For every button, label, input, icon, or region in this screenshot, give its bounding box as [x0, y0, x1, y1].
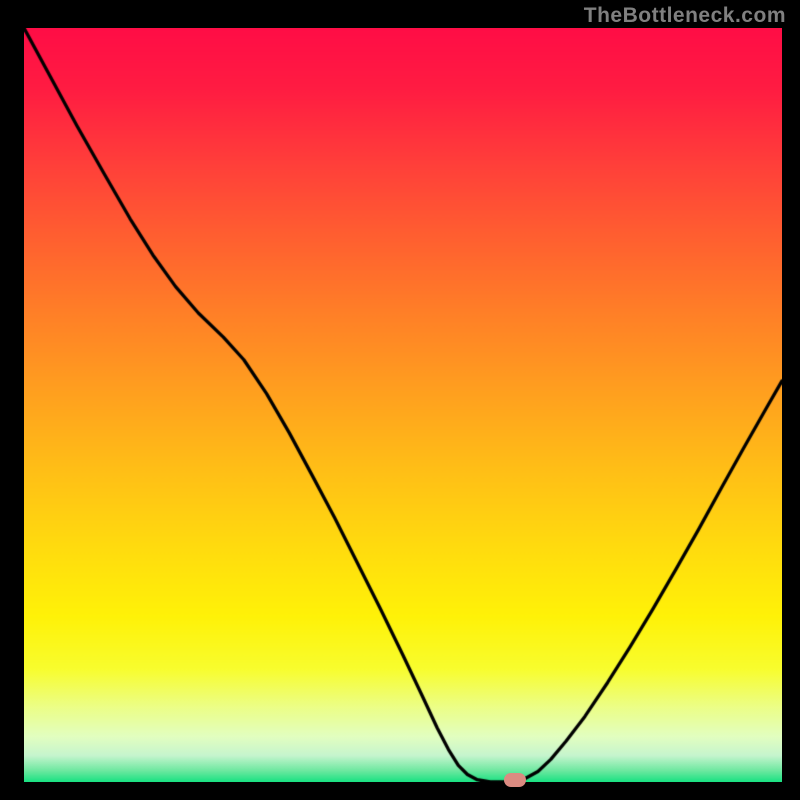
- chart-root: { "attribution": { "text": "TheBottlenec…: [0, 0, 800, 800]
- plot-area: [24, 28, 782, 782]
- optimal-point-marker: [504, 773, 526, 787]
- bottleneck-curve-chart: [24, 28, 782, 782]
- attribution-text: TheBottleneck.com: [584, 4, 786, 28]
